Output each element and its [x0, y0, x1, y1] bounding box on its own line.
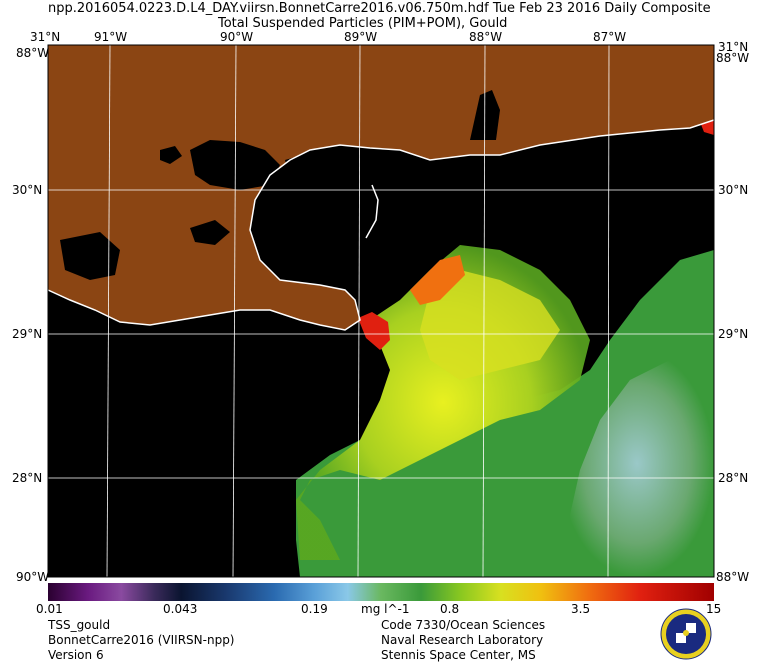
- footer-dataset: BonnetCarre2016 (VIIRSN-npp): [48, 633, 235, 647]
- river-mouth-red-patch: [358, 312, 390, 350]
- colorbar: [48, 583, 714, 601]
- colorbar-tick-0: 0.01: [36, 602, 63, 616]
- colorbar-tick-4: 3.5: [571, 602, 591, 616]
- chandeleur-islands: [365, 184, 379, 239]
- lake-borgne: [285, 150, 360, 200]
- lat-label-28n-left: 28°N: [12, 471, 43, 485]
- lat-label-30n-left: 30°N: [12, 183, 43, 197]
- title-line-2: Total Suspended Particles (PIM+POM), Gou…: [218, 16, 508, 31]
- bay-water: [60, 232, 120, 280]
- lake-salvador: [190, 220, 230, 245]
- lon-label-88w: 88°W: [469, 30, 503, 44]
- plume-core: [420, 270, 560, 380]
- footer-version: Version 6: [48, 648, 104, 662]
- nrl-seal-logo: [660, 608, 712, 660]
- graticule: [48, 44, 714, 578]
- lat-label-top-left: 31°N: [30, 30, 61, 44]
- lon-label-89w: 89°W: [344, 30, 378, 44]
- footer-code: Code 7330/Ocean Sciences: [381, 618, 546, 632]
- footer-product: TSS_gould: [48, 618, 111, 632]
- corner-label-tl: 88°W: [16, 46, 50, 60]
- lat-label-28n-right: 28°N: [718, 471, 749, 485]
- title-line-1: npp.2016054.0223.D.L4_DAY.viirsn.BonnetC…: [48, 1, 711, 16]
- footer-lab: Naval Research Laboratory: [381, 633, 544, 647]
- low-tss-swirls: [560, 350, 714, 577]
- high-tss-patch: [410, 255, 465, 305]
- corner-label-br: 88°W: [716, 570, 750, 584]
- lat-label-29n-left: 29°N: [12, 327, 43, 341]
- corner-label-bl: 90°W: [16, 570, 50, 584]
- colorbar-tick-5: 15: [706, 602, 722, 616]
- lon-label-87w: 87°W: [593, 30, 627, 44]
- map-frame: [47, 44, 715, 578]
- lake-maurepas: [160, 146, 182, 164]
- lat-label-29n-right: 29°N: [718, 327, 749, 341]
- lat-label-30n-right: 30°N: [718, 183, 749, 197]
- colorbar-tick-2: 0.19: [301, 602, 328, 616]
- corner-label-tr: 88°W: [716, 51, 750, 65]
- lat-label-top-right: 31°N: [718, 40, 749, 54]
- colorbar-tick-3: 0.8: [440, 602, 460, 616]
- lon-label-91w: 91°W: [94, 30, 128, 44]
- colorbar-unit: mg l^-1: [361, 602, 410, 616]
- lon-label-90w: 90°W: [220, 30, 254, 44]
- coastline: [47, 119, 715, 331]
- footer-location: Stennis Space Center, MS: [381, 648, 536, 662]
- land-area: [48, 45, 714, 330]
- colorbar-tick-1: 0.043: [163, 602, 198, 616]
